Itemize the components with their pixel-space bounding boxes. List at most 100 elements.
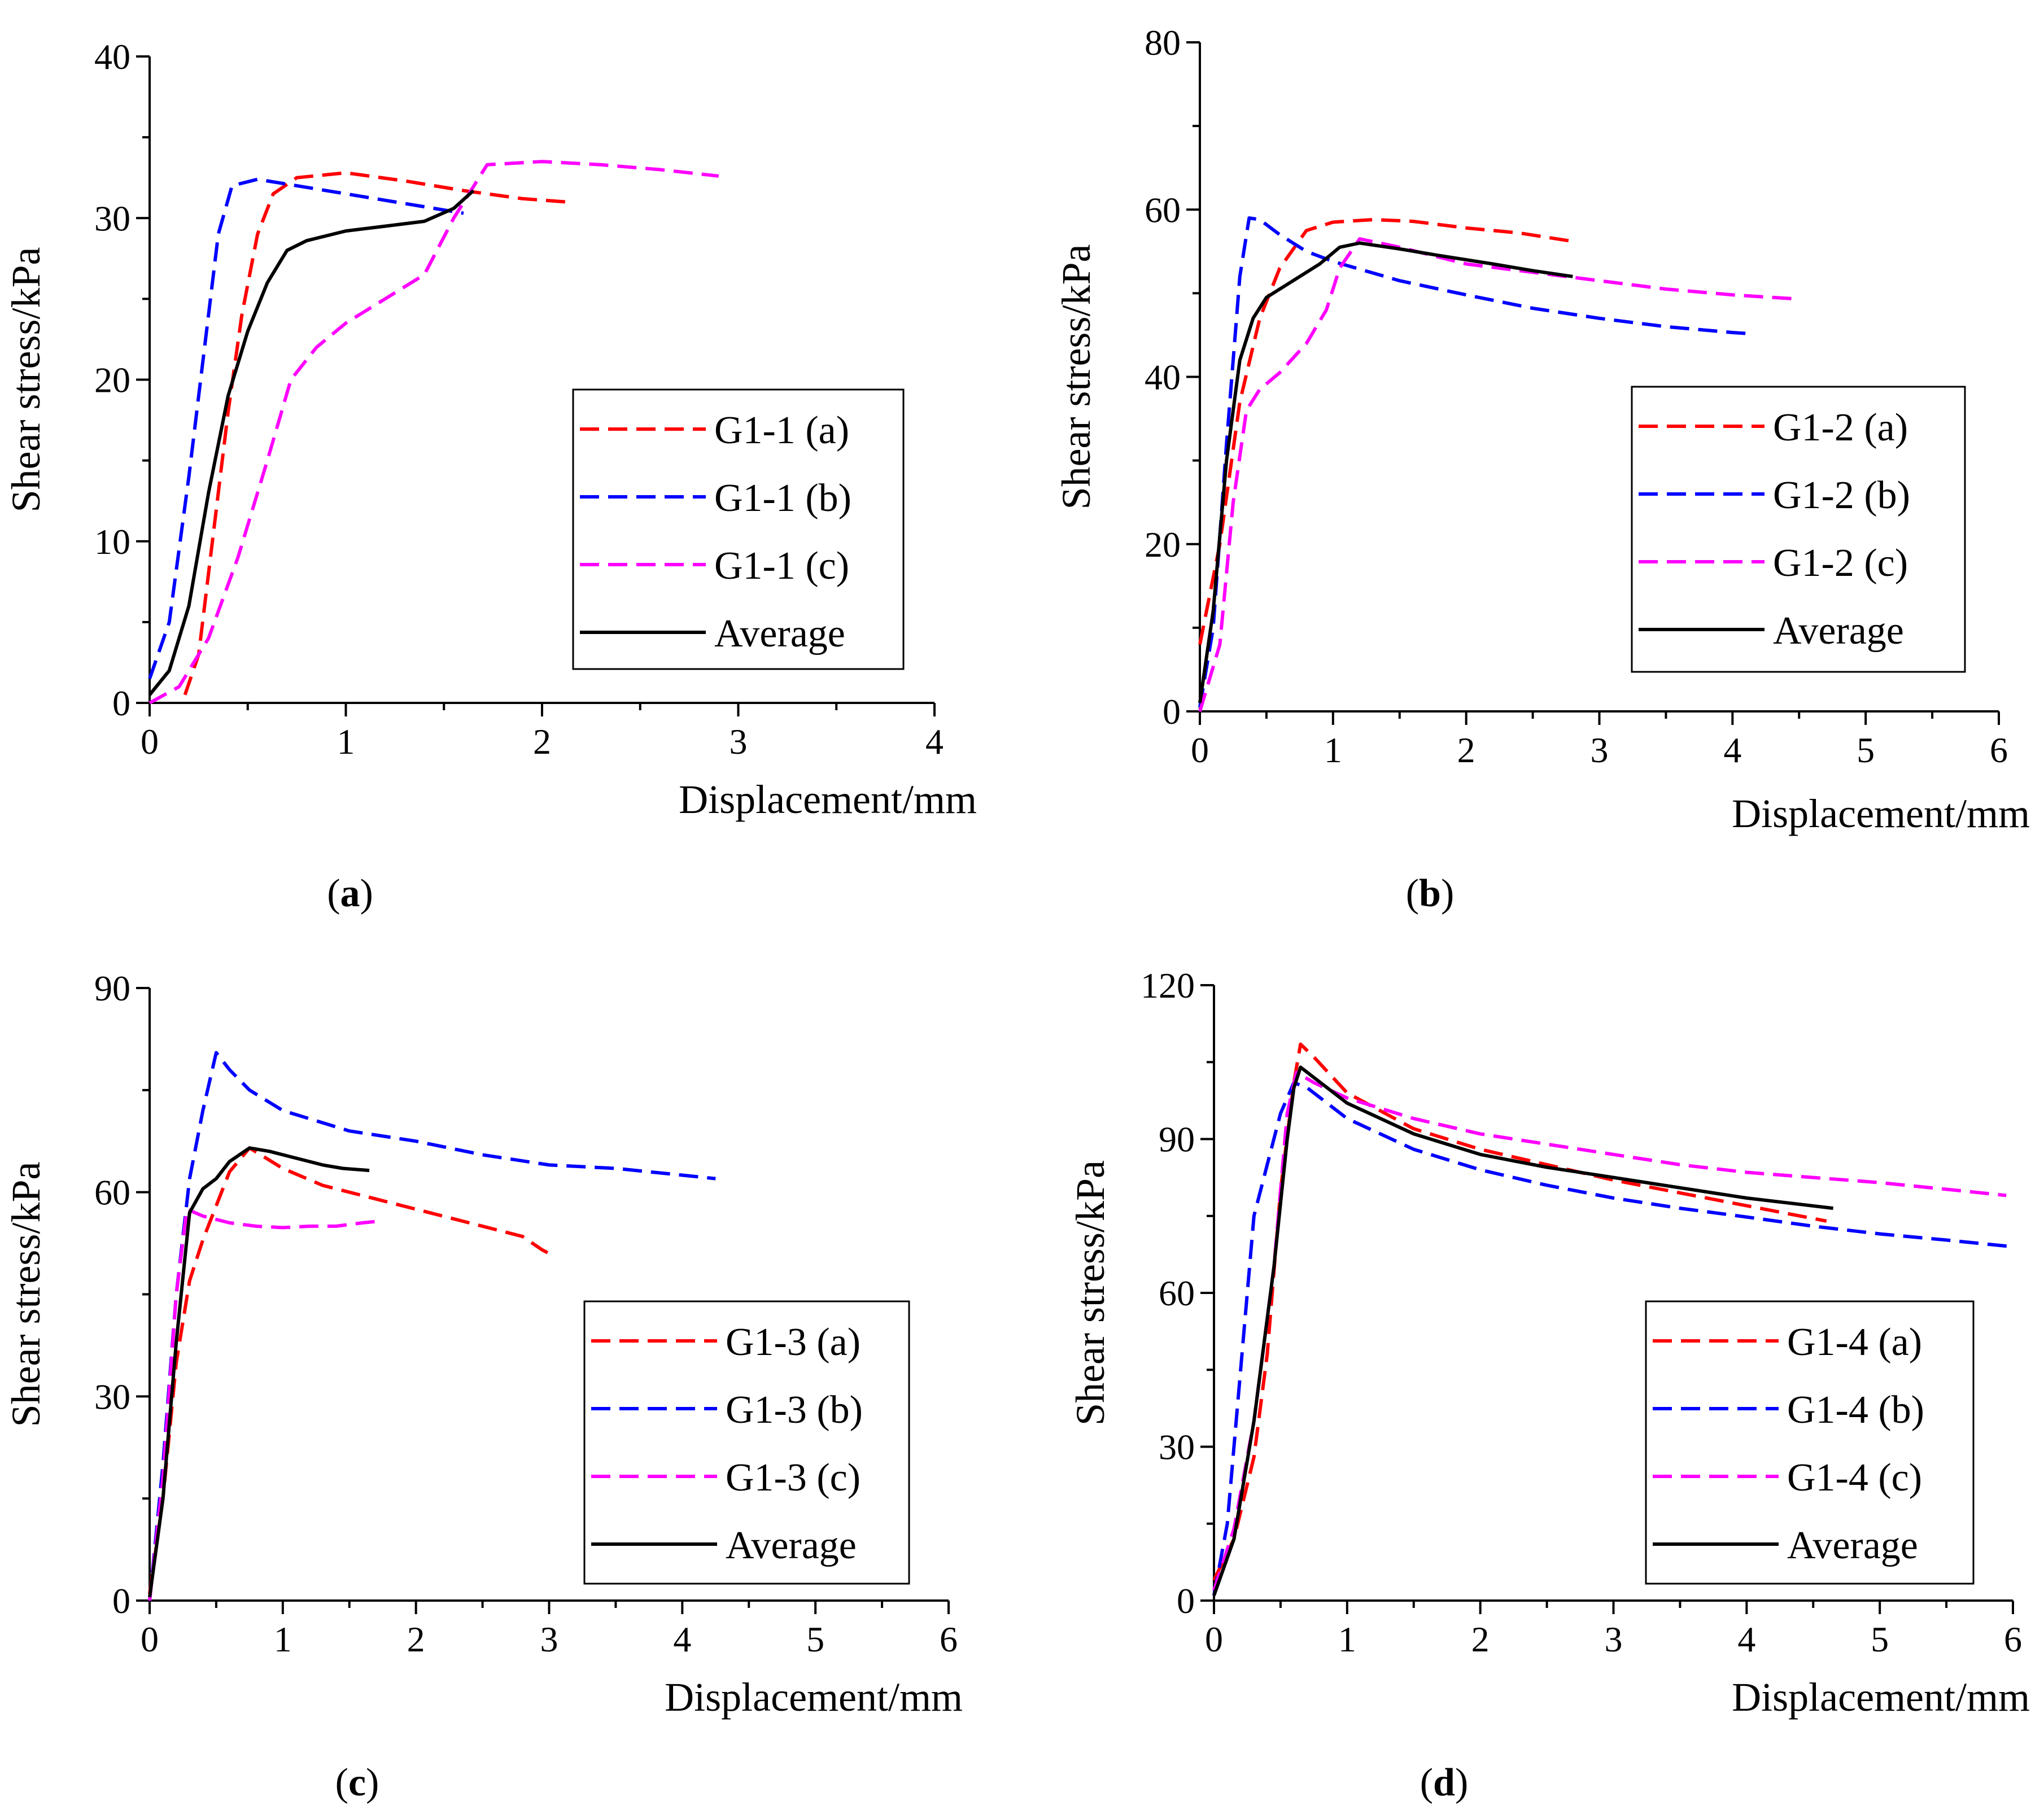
y-axis-title: Shear stress/kPa: [1054, 244, 1099, 510]
series-line-g1-4-c: [1212, 1070, 2007, 1591]
series-line-g1-2-c: [1198, 237, 1800, 712]
legend-label: G1-2 (a): [1773, 406, 1908, 449]
series-line-average: [1198, 241, 1573, 703]
legend-label: G1-3 (b): [726, 1388, 863, 1432]
y-tick-label: 0: [112, 683, 130, 723]
series-line-g1-2-a: [1198, 218, 1573, 645]
y-tick-label: 60: [1145, 190, 1181, 230]
series-line-g1-3-c: [148, 1207, 377, 1601]
legend-label: G1-1 (c): [714, 544, 849, 588]
y-tick-label: 80: [1145, 23, 1181, 63]
y-tick-label: 0: [1177, 1581, 1195, 1621]
y-axis-title: Shear stress/kPa: [3, 247, 49, 513]
y-tick-label: 60: [94, 1173, 130, 1213]
y-tick-label: 30: [1159, 1427, 1195, 1467]
x-tick-label: 3: [540, 1619, 558, 1659]
x-tick-label: 6: [1990, 730, 2008, 770]
x-tick-label: 3: [730, 722, 748, 762]
legend-label: Average: [1773, 609, 1904, 653]
y-tick-label: 20: [94, 360, 130, 400]
y-tick-label: 40: [94, 37, 130, 77]
legend-label: G1-4 (c): [1787, 1456, 1922, 1500]
series-line-g1-4-b: [1212, 1081, 2014, 1596]
x-tick-label: 5: [1857, 730, 1875, 770]
legend: G1-1 (a) G1-1 (b) G1-1 (c) Average: [572, 388, 905, 670]
x-tick-label: 3: [1591, 730, 1609, 770]
series-line-g1-1-b: [148, 177, 464, 680]
x-tick-label: 5: [1871, 1619, 1889, 1659]
legend-label: G1-1 (a): [714, 409, 849, 452]
x-tick-label: 2: [1471, 1619, 1490, 1659]
x-tick-label: 1: [274, 1619, 292, 1659]
series-line-g1-3-b: [148, 1051, 716, 1601]
legend-label: G1-4 (b): [1787, 1388, 1924, 1432]
legend: G1-4 (a) G1-4 (b) G1-4 (c) Average: [1645, 1300, 1975, 1585]
x-tick-label: 3: [1605, 1619, 1623, 1659]
legend-box: [583, 1300, 910, 1585]
panel-label: (d): [1420, 1761, 1469, 1804]
legend-label: G1-1 (b): [714, 477, 851, 520]
y-tick-label: 30: [94, 198, 130, 238]
x-tick-label: 0: [1191, 730, 1209, 770]
x-tick-label: 6: [940, 1619, 958, 1659]
x-tick-label: 0: [141, 1619, 159, 1659]
legend-label: G1-2 (b): [1773, 474, 1910, 517]
series-line-g1-2-b: [1198, 216, 1746, 708]
x-tick-label: 2: [533, 722, 551, 762]
series-line-g1-4-a: [1212, 1042, 1827, 1581]
legend-box: [572, 388, 905, 670]
y-tick-label: 30: [94, 1376, 130, 1417]
legend-label: G1-3 (a): [726, 1321, 861, 1364]
series-line-g1-1-a: [183, 171, 566, 696]
panel-label: (b): [1406, 872, 1455, 915]
x-tick-label: 1: [337, 722, 355, 762]
legend-label: Average: [726, 1524, 857, 1567]
legend: G1-2 (a) G1-2 (b) G1-2 (c) Average: [1631, 386, 1966, 673]
x-axis-title: Displacement/mm: [1732, 791, 2030, 836]
y-tick-label: 40: [1145, 357, 1181, 397]
y-tick-label: 90: [1159, 1120, 1195, 1160]
x-axis-title: Displacement/mm: [679, 777, 977, 822]
legend: G1-3 (a) G1-3 (b) G1-3 (c) Average: [583, 1300, 910, 1585]
series-line-average: [148, 1146, 370, 1598]
series-line-g1-1-c: [149, 160, 719, 705]
x-tick-label: 4: [1723, 730, 1741, 770]
x-tick-label: 5: [806, 1619, 824, 1659]
legend-label: G1-4 (a): [1787, 1321, 1922, 1364]
y-tick-label: 0: [1163, 692, 1181, 732]
legend-label: Average: [714, 612, 845, 655]
x-tick-label: 2: [1457, 730, 1475, 770]
series-line-average: [1212, 1065, 1833, 1596]
y-tick-label: 0: [112, 1581, 130, 1621]
y-axis-title: Shear stress/kPa: [3, 1162, 49, 1427]
legend-label: Average: [1787, 1524, 1918, 1567]
legend-label: G1-2 (c): [1773, 541, 1908, 585]
x-axis-title: Displacement/mm: [665, 1675, 963, 1720]
series-line-g1-3-a: [148, 1146, 550, 1594]
y-axis-title: Shear stress/kPa: [1068, 1160, 1113, 1426]
legend-box: [1645, 1300, 1975, 1585]
x-tick-label: 0: [141, 722, 159, 762]
x-tick-label: 1: [1324, 730, 1342, 770]
legend-label: G1-3 (c): [726, 1456, 861, 1500]
x-tick-label: 2: [407, 1619, 425, 1659]
x-tick-label: 0: [1205, 1619, 1223, 1659]
legend-box: [1631, 386, 1966, 673]
panel-label: (a): [327, 872, 373, 915]
y-tick-label: 10: [94, 522, 130, 562]
y-tick-label: 120: [1141, 965, 1195, 1006]
y-tick-label: 60: [1159, 1273, 1195, 1313]
x-tick-label: 4: [673, 1619, 691, 1659]
panel-label: (c): [335, 1761, 379, 1804]
x-tick-label: 1: [1338, 1619, 1356, 1659]
x-tick-label: 6: [2004, 1619, 2022, 1659]
y-tick-label: 20: [1145, 524, 1181, 565]
x-tick-label: 4: [925, 722, 944, 762]
x-tick-label: 4: [1737, 1619, 1755, 1659]
x-axis-title: Displacement/mm: [1732, 1675, 2030, 1720]
